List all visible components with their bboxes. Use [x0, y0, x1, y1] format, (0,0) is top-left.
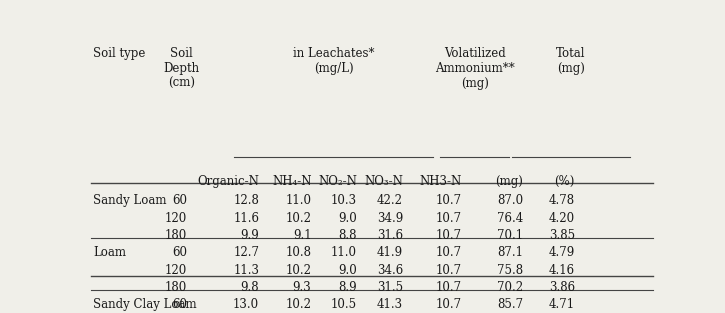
Text: 10.7: 10.7	[435, 281, 461, 294]
Text: 76.4: 76.4	[497, 212, 523, 224]
Text: NH3-N: NH3-N	[419, 175, 461, 188]
Text: 13.0: 13.0	[233, 298, 260, 311]
Text: 34.6: 34.6	[377, 264, 403, 277]
Text: 10.2: 10.2	[286, 212, 312, 224]
Text: 41.9: 41.9	[377, 246, 403, 259]
Text: 10.2: 10.2	[286, 264, 312, 277]
Text: 9.0: 9.0	[338, 264, 357, 277]
Text: 8.8: 8.8	[339, 229, 357, 242]
Text: 12.7: 12.7	[233, 246, 260, 259]
Text: Volatilized
Ammonium**
(mg): Volatilized Ammonium** (mg)	[435, 47, 515, 90]
Text: 4.79: 4.79	[549, 246, 575, 259]
Text: NO₃-N: NO₃-N	[364, 175, 403, 188]
Text: 4.78: 4.78	[549, 194, 575, 207]
Text: 42.2: 42.2	[377, 194, 403, 207]
Text: 10.3: 10.3	[331, 194, 357, 207]
Text: 87.0: 87.0	[497, 194, 523, 207]
Text: 8.9: 8.9	[339, 281, 357, 294]
Text: 9.8: 9.8	[241, 281, 260, 294]
Text: 10.7: 10.7	[435, 229, 461, 242]
Text: Sandy Loam: Sandy Loam	[94, 194, 167, 207]
Text: 3.85: 3.85	[549, 229, 575, 242]
Text: Sandy Clay Loam: Sandy Clay Loam	[94, 298, 197, 311]
Text: 31.5: 31.5	[377, 281, 403, 294]
Text: Loam: Loam	[94, 246, 126, 259]
Text: 4.20: 4.20	[549, 212, 575, 224]
Text: 10.2: 10.2	[286, 298, 312, 311]
Text: 41.3: 41.3	[377, 298, 403, 311]
Text: 10.5: 10.5	[331, 298, 357, 311]
Text: 4.16: 4.16	[549, 264, 575, 277]
Text: 34.9: 34.9	[377, 212, 403, 224]
Text: 31.6: 31.6	[377, 229, 403, 242]
Text: 9.0: 9.0	[338, 212, 357, 224]
Text: 4.71: 4.71	[549, 298, 575, 311]
Text: 60: 60	[173, 194, 187, 207]
Text: 10.7: 10.7	[435, 194, 461, 207]
Text: in Leachates*
(mg/L): in Leachates* (mg/L)	[293, 47, 374, 75]
Text: NH₄-N: NH₄-N	[272, 175, 312, 188]
Text: 87.1: 87.1	[497, 246, 523, 259]
Text: Soil
Depth
(cm): Soil Depth (cm)	[164, 47, 199, 90]
Text: 180: 180	[165, 281, 187, 294]
Text: 120: 120	[165, 212, 187, 224]
Text: 85.7: 85.7	[497, 298, 523, 311]
Text: 70.1: 70.1	[497, 229, 523, 242]
Text: 120: 120	[165, 264, 187, 277]
Text: 11.0: 11.0	[286, 194, 312, 207]
Text: 12.8: 12.8	[233, 194, 260, 207]
Text: 10.7: 10.7	[435, 212, 461, 224]
Text: 180: 180	[165, 229, 187, 242]
Text: Soil type: Soil type	[94, 47, 146, 60]
Text: Total
(mg): Total (mg)	[556, 47, 586, 75]
Text: 75.8: 75.8	[497, 264, 523, 277]
Text: 11.0: 11.0	[331, 246, 357, 259]
Text: (mg): (mg)	[495, 175, 523, 188]
Text: 9.3: 9.3	[293, 281, 312, 294]
Text: 70.2: 70.2	[497, 281, 523, 294]
Text: 60: 60	[173, 298, 187, 311]
Text: 10.7: 10.7	[435, 264, 461, 277]
Text: 11.6: 11.6	[233, 212, 260, 224]
Text: 11.3: 11.3	[233, 264, 260, 277]
Text: 10.7: 10.7	[435, 298, 461, 311]
Text: 10.8: 10.8	[286, 246, 312, 259]
Text: Organic-N: Organic-N	[197, 175, 260, 188]
Text: 9.9: 9.9	[241, 229, 260, 242]
Text: 3.86: 3.86	[549, 281, 575, 294]
Text: 60: 60	[173, 246, 187, 259]
Text: 9.1: 9.1	[293, 229, 312, 242]
Text: 10.7: 10.7	[435, 246, 461, 259]
Text: NO₂-N: NO₂-N	[318, 175, 357, 188]
Text: (%): (%)	[555, 175, 575, 188]
